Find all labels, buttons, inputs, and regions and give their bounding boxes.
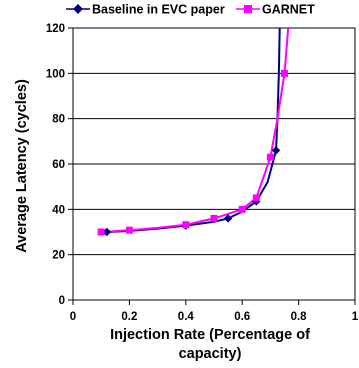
y-tick-label: 120 [46, 23, 65, 35]
y-tick-label: 80 [52, 114, 65, 126]
marker-garnet [266, 153, 274, 161]
x-tick-label: 0.4 [178, 311, 195, 323]
legend: Baseline in EVC paper GARNET [66, 3, 315, 17]
y-tick-label: 60 [52, 159, 65, 171]
legend-item-baseline: Baseline in EVC paper [66, 3, 225, 17]
x-tick-label: 0.8 [291, 311, 308, 323]
marker-garnet [125, 226, 133, 234]
axes [68, 27, 356, 305]
x-tick-label: 0.6 [234, 311, 250, 323]
legend-item-garnet: GARNET [236, 3, 315, 17]
marker-garnet [238, 205, 246, 213]
y-tick-labels: 0 20 40 60 80 100 120 [46, 23, 65, 307]
marker-garnet [182, 221, 190, 229]
series-line-garnet [101, 27, 290, 233]
legend-label-baseline: Baseline in EVC paper [92, 3, 225, 17]
x-axis-label-line2: capacity) [179, 346, 242, 362]
x-tick-label: 0.2 [121, 311, 137, 323]
marker-baseline [271, 146, 281, 155]
x-tick-label: 1 [352, 311, 359, 323]
legend-marker-garnet [244, 5, 252, 13]
marker-garnet [281, 69, 288, 77]
x-tick-labels: 0 0.2 0.4 0.6 0.8 1 [70, 311, 359, 323]
x-tick-label: 0 [70, 311, 76, 323]
legend-label-garnet: GARNET [262, 3, 315, 17]
y-tick-label: 100 [46, 68, 65, 80]
y-tick-label: 20 [52, 250, 65, 262]
marker-baseline [223, 214, 233, 223]
marker-garnet [97, 228, 105, 236]
y-axis-label: Average Latency (cycles) [14, 79, 30, 253]
series-markers [97, 69, 288, 237]
y-tick-label: 0 [59, 295, 65, 307]
marker-garnet [252, 194, 260, 202]
marker-garnet [210, 214, 218, 222]
legend-marker-baseline [73, 4, 83, 14]
x-axis-label-line1: Injection Rate (Percentage of [110, 327, 310, 343]
y-tick-label: 40 [52, 204, 65, 216]
marker-baseline [102, 227, 112, 237]
